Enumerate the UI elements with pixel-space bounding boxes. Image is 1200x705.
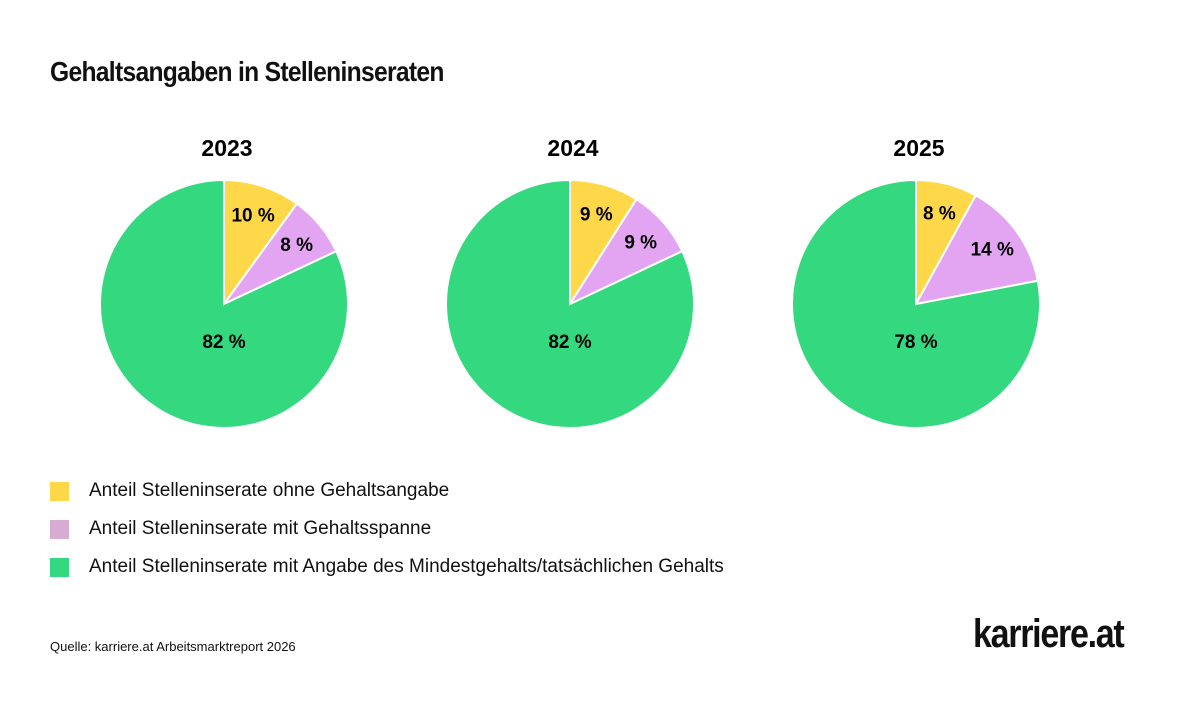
legend-label: Anteil Stelleninserate mit Gehaltsspanne xyxy=(89,518,432,539)
pie-slice xyxy=(791,178,1041,429)
legend-label: Anteil Stelleninserate ohne Gehaltsangab… xyxy=(89,480,450,501)
legend: Anteil Stelleninserate ohne Gehaltsangab… xyxy=(50,472,724,586)
data-label: 82 % xyxy=(202,332,245,353)
legend-item: Anteil Stelleninserate mit Angabe des Mi… xyxy=(50,548,724,586)
brand-logo: karriere.at xyxy=(973,612,1125,656)
legend-label: Anteil Stelleninserate mit Angabe des Mi… xyxy=(89,556,724,577)
data-label: 10 % xyxy=(231,205,274,226)
pie-slice xyxy=(223,178,299,308)
pie-slice xyxy=(445,178,695,429)
data-label: 9 % xyxy=(624,233,657,254)
legend-item: Anteil Stelleninserate mit Gehaltsspanne xyxy=(50,510,724,548)
pie-slice xyxy=(99,178,349,429)
pie-title: 2024 xyxy=(547,135,598,161)
legend-swatch xyxy=(50,481,69,501)
legend-swatch xyxy=(50,557,69,577)
pie-slice xyxy=(914,193,1039,306)
source-note: Quelle: karriere.at Arbeitsmarktreport 2… xyxy=(50,639,296,654)
chart-title: Gehaltsangaben in Stelleninseraten xyxy=(50,56,444,87)
data-label: 14 % xyxy=(971,240,1014,261)
legend-item: Anteil Stelleninserate ohne Gehaltsangab… xyxy=(50,472,724,510)
legend-swatch xyxy=(50,519,69,539)
data-label: 8 % xyxy=(280,235,313,256)
data-label: 78 % xyxy=(894,332,937,353)
pie-title: 2023 xyxy=(201,135,252,161)
data-label: 82 % xyxy=(548,332,591,353)
data-label: 8 % xyxy=(923,204,956,225)
pie-title: 2025 xyxy=(893,135,944,161)
data-label: 9 % xyxy=(580,205,613,226)
